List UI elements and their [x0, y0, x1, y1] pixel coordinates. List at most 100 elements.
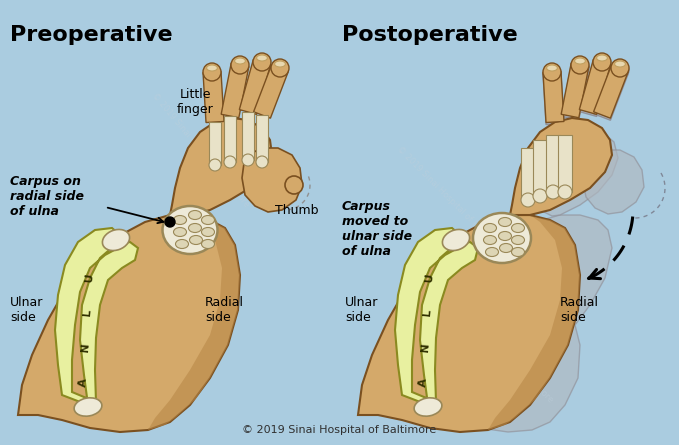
Ellipse shape — [511, 223, 524, 232]
Ellipse shape — [206, 65, 217, 71]
Text: Carpus
moved to
ulnar side
of ulna: Carpus moved to ulnar side of ulna — [342, 200, 412, 258]
Polygon shape — [256, 115, 268, 162]
Text: Radial
side: Radial side — [205, 296, 244, 324]
Text: Ulnar
side: Ulnar side — [10, 296, 43, 324]
Ellipse shape — [174, 227, 187, 236]
Polygon shape — [561, 65, 589, 120]
Text: Thumb: Thumb — [275, 203, 318, 217]
Polygon shape — [408, 215, 612, 432]
Text: U: U — [84, 273, 94, 283]
Text: Preoperative: Preoperative — [10, 25, 172, 45]
Ellipse shape — [174, 215, 187, 224]
Circle shape — [271, 59, 289, 77]
Ellipse shape — [74, 398, 102, 416]
Circle shape — [521, 193, 535, 207]
Ellipse shape — [202, 239, 215, 248]
Polygon shape — [239, 60, 271, 114]
Polygon shape — [543, 72, 564, 122]
Circle shape — [224, 156, 236, 168]
Polygon shape — [546, 135, 560, 192]
Polygon shape — [593, 67, 628, 120]
Text: © 2019 Sinai Hospital of Baltimore: © 2019 Sinai Hospital of Baltimore — [149, 91, 251, 209]
Ellipse shape — [483, 223, 496, 232]
Circle shape — [546, 185, 560, 199]
Polygon shape — [558, 135, 572, 192]
Ellipse shape — [202, 215, 215, 224]
Text: Little
finger: Little finger — [177, 88, 213, 116]
Ellipse shape — [175, 239, 189, 248]
Circle shape — [203, 63, 221, 81]
Polygon shape — [18, 215, 240, 432]
Text: U: U — [424, 273, 435, 283]
Ellipse shape — [414, 398, 442, 416]
Circle shape — [533, 189, 547, 203]
Polygon shape — [583, 150, 644, 214]
Polygon shape — [253, 65, 289, 118]
Ellipse shape — [483, 235, 496, 244]
Circle shape — [253, 53, 271, 71]
Polygon shape — [561, 63, 589, 118]
Text: A: A — [418, 378, 428, 387]
Text: L: L — [81, 308, 92, 316]
Polygon shape — [533, 140, 547, 196]
Text: A: A — [77, 378, 88, 387]
Circle shape — [209, 159, 221, 171]
Ellipse shape — [443, 230, 470, 251]
Polygon shape — [395, 228, 478, 405]
Circle shape — [242, 154, 254, 166]
Circle shape — [165, 217, 175, 227]
Circle shape — [571, 56, 589, 74]
Text: N: N — [420, 343, 430, 352]
Circle shape — [611, 59, 629, 77]
Text: N: N — [79, 343, 90, 352]
Ellipse shape — [274, 61, 285, 67]
Ellipse shape — [103, 230, 130, 251]
Polygon shape — [224, 116, 236, 162]
Polygon shape — [510, 118, 612, 215]
Text: © 2019 Sinai Hospital of Baltimore: © 2019 Sinai Hospital of Baltimore — [395, 145, 505, 255]
Polygon shape — [221, 63, 249, 118]
Polygon shape — [55, 228, 138, 405]
Text: Postoperative: Postoperative — [342, 25, 518, 45]
Circle shape — [571, 58, 589, 76]
Ellipse shape — [189, 235, 202, 244]
Circle shape — [558, 185, 572, 199]
Polygon shape — [170, 118, 272, 215]
Circle shape — [611, 61, 629, 79]
Ellipse shape — [511, 235, 524, 244]
Ellipse shape — [498, 231, 511, 240]
Circle shape — [231, 56, 249, 74]
Text: L: L — [422, 308, 433, 316]
Ellipse shape — [511, 247, 524, 256]
Ellipse shape — [162, 206, 217, 254]
Circle shape — [593, 55, 611, 73]
Circle shape — [543, 63, 561, 81]
Ellipse shape — [202, 227, 215, 236]
Text: Radial
side: Radial side — [560, 296, 599, 324]
Circle shape — [543, 65, 561, 83]
Polygon shape — [148, 215, 240, 430]
Polygon shape — [521, 148, 535, 200]
Polygon shape — [579, 61, 610, 117]
Text: © 2019 Sinai Hospital of Baltimore: © 2019 Sinai Hospital of Baltimore — [445, 295, 555, 405]
Ellipse shape — [574, 58, 585, 64]
Polygon shape — [579, 60, 610, 114]
Circle shape — [285, 176, 303, 194]
Circle shape — [593, 53, 611, 71]
Polygon shape — [209, 122, 221, 165]
Ellipse shape — [500, 243, 513, 252]
Ellipse shape — [235, 58, 245, 64]
Polygon shape — [242, 112, 254, 160]
Ellipse shape — [498, 218, 511, 227]
Polygon shape — [543, 73, 564, 125]
Polygon shape — [488, 215, 580, 430]
Circle shape — [256, 156, 268, 168]
Ellipse shape — [189, 223, 202, 232]
Text: © 2019 Sinai Hospital of Baltimore: © 2019 Sinai Hospital of Baltimore — [242, 425, 436, 435]
Polygon shape — [530, 124, 618, 216]
Text: © 2019 Sinai Hospital of Baltimore: © 2019 Sinai Hospital of Baltimore — [95, 245, 205, 355]
Polygon shape — [242, 148, 302, 212]
Polygon shape — [593, 65, 628, 118]
Polygon shape — [203, 72, 224, 122]
Ellipse shape — [547, 65, 557, 71]
